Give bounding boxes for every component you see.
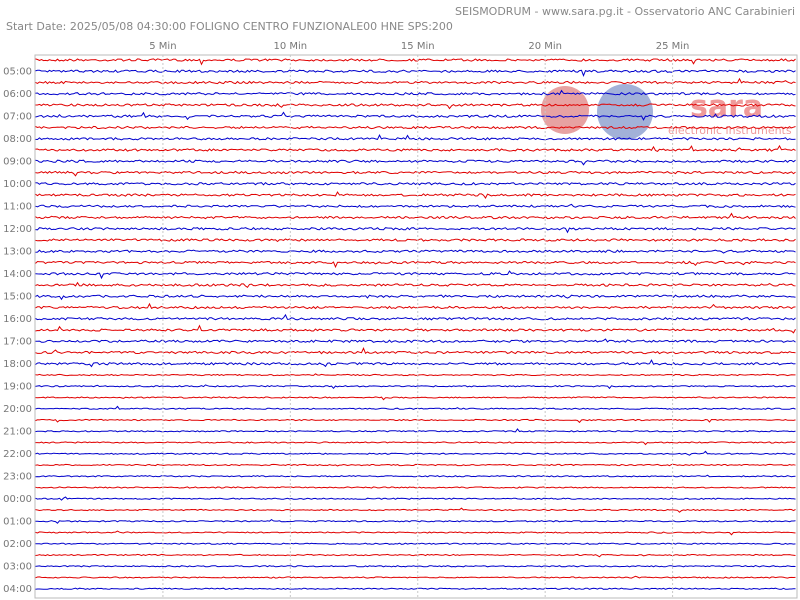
trace <box>35 373 796 377</box>
x-tick-label: 10 Min <box>274 41 308 52</box>
trace <box>35 496 796 501</box>
trace <box>35 553 796 558</box>
trace <box>35 587 796 590</box>
trace <box>35 575 796 579</box>
row-label: 12:00 <box>3 224 32 235</box>
row-label: 00:00 <box>3 494 32 505</box>
row-label: 18:00 <box>3 359 32 370</box>
trace <box>35 507 796 513</box>
trace <box>35 260 796 269</box>
trace <box>35 359 796 368</box>
trace <box>35 441 796 446</box>
trace <box>35 530 796 536</box>
row-label: 16:00 <box>3 314 32 325</box>
trace <box>35 144 796 153</box>
trace <box>35 384 796 390</box>
row-label: 10:00 <box>3 179 32 190</box>
header-title: SEISMODRUM - www.sara.pg.it - Osservator… <box>455 5 795 18</box>
row-label: 08:00 <box>3 134 32 145</box>
row-label: 03:00 <box>3 561 32 572</box>
trace <box>35 294 796 301</box>
trace <box>35 103 796 110</box>
trace <box>35 347 796 355</box>
row-label: 05:00 <box>3 66 32 77</box>
trace <box>35 396 796 401</box>
trace <box>35 450 796 456</box>
trace <box>35 77 796 85</box>
trace <box>35 203 796 208</box>
row-label: 07:00 <box>3 111 32 122</box>
trace <box>35 281 796 288</box>
row-label: 02:00 <box>3 539 32 550</box>
trace <box>35 238 796 243</box>
trace <box>35 89 796 96</box>
trace <box>35 58 796 66</box>
row-label: 11:00 <box>3 201 32 212</box>
trace <box>35 564 796 568</box>
row-label: 23:00 <box>3 471 32 482</box>
logo-tagline: electronic instruments <box>668 124 792 137</box>
trace <box>35 69 796 77</box>
row-label: 17:00 <box>3 336 32 347</box>
trace <box>35 338 796 344</box>
trace <box>35 463 796 467</box>
x-tick-label: 15 Min <box>401 41 435 52</box>
plot-frame <box>34 54 798 599</box>
trace <box>35 212 796 220</box>
trace <box>35 111 796 121</box>
header-subtitle: Start Date: 2025/05/08 04:30:00 FOLIGNO … <box>6 20 453 33</box>
row-label: 06:00 <box>3 89 32 100</box>
trace <box>35 542 796 545</box>
trace <box>35 474 796 478</box>
trace <box>35 313 796 321</box>
row-label: 01:00 <box>3 516 32 527</box>
trace <box>35 170 796 177</box>
row-label: 15:00 <box>3 291 32 302</box>
trace <box>35 133 796 141</box>
trace <box>35 270 796 280</box>
trace <box>35 125 796 130</box>
trace <box>35 418 796 424</box>
logo-badge <box>541 86 589 134</box>
trace <box>35 159 796 166</box>
x-tick-label: 5 Min <box>149 41 176 52</box>
trace <box>35 249 796 254</box>
trace <box>35 191 796 199</box>
trace <box>35 405 796 410</box>
row-label: 13:00 <box>3 246 32 257</box>
row-label: 19:00 <box>3 381 32 392</box>
trace <box>35 518 796 524</box>
row-label: 09:00 <box>3 156 32 167</box>
logo-badge <box>597 84 653 140</box>
row-label: 20:00 <box>3 404 32 415</box>
logo-brand: sara <box>690 90 763 125</box>
row-label: 04:00 <box>3 584 32 595</box>
trace <box>35 302 796 310</box>
row-label: 21:00 <box>3 426 32 437</box>
trace <box>35 181 796 186</box>
logo: sara electronic instruments <box>541 84 792 140</box>
trace <box>35 227 796 234</box>
row-label: 22:00 <box>3 449 32 460</box>
trace <box>35 486 796 489</box>
trace <box>35 428 796 433</box>
row-label: 14:00 <box>3 269 32 280</box>
x-tick-label: 20 Min <box>528 41 562 52</box>
trace <box>35 324 796 334</box>
x-tick-label: 25 Min <box>656 41 690 52</box>
